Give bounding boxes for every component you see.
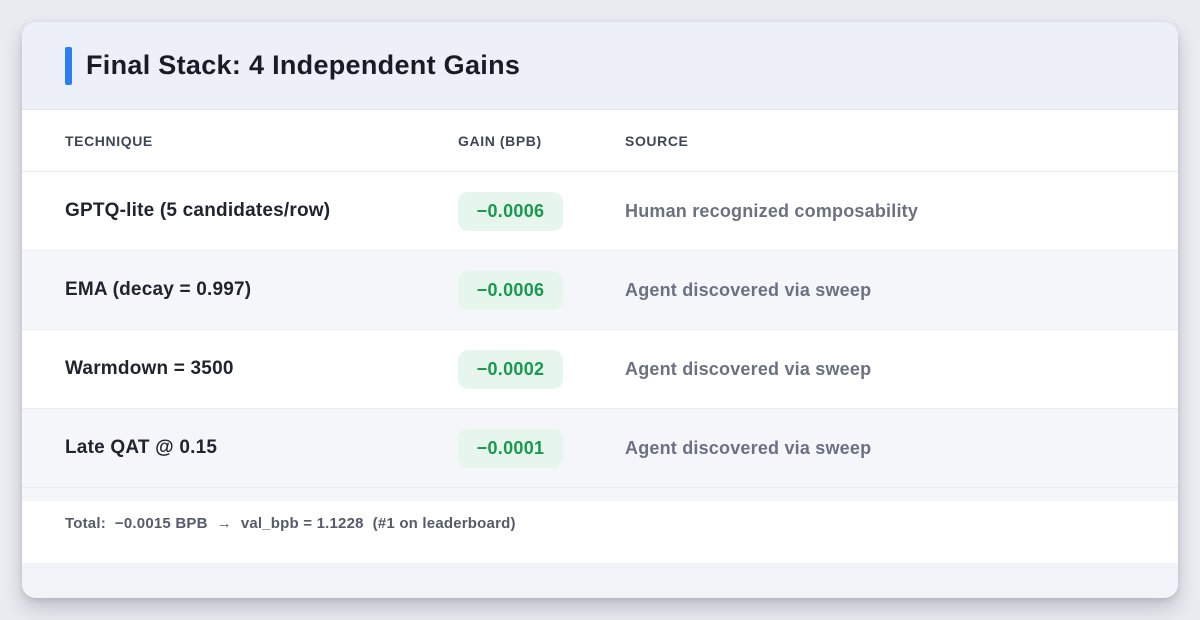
gain-cell: −0.0001: [458, 428, 625, 468]
gain-cell: −0.0006: [458, 270, 625, 310]
technique-cell: EMA (decay = 0.997): [65, 279, 252, 300]
gain-badge: −0.0002: [458, 349, 563, 389]
source-cell: Agent discovered via sweep: [625, 279, 872, 300]
card-footer-strip: [22, 563, 1178, 598]
source-cell: Human recognized composability: [625, 200, 919, 221]
source-cell: Agent discovered via sweep: [625, 358, 872, 379]
card-header: Final Stack: 4 Independent Gains: [22, 22, 1178, 110]
source-cell: Agent discovered via sweep: [625, 437, 872, 458]
table-row: Warmdown = 3500 −0.0002 Agent discovered…: [22, 330, 1178, 409]
column-header-technique: TECHNIQUE: [65, 132, 153, 149]
card-title: Final Stack: 4 Independent Gains: [86, 50, 521, 80]
technique-cell: Late QAT @ 0.15: [65, 437, 218, 458]
arrow-right-icon: →: [216, 515, 232, 532]
table-footer-spacer: [22, 488, 1178, 501]
gain-cell: −0.0002: [458, 349, 625, 389]
table-row: GPTQ-lite (5 candidates/row) −0.0006 Hum…: [22, 172, 1178, 251]
gain-badge: −0.0006: [458, 270, 563, 310]
total-label: Total:: [65, 515, 106, 532]
table-row: EMA (decay = 0.997) −0.0006 Agent discov…: [22, 251, 1178, 330]
val-bpb-result: val_bpb = 1.1228: [240, 515, 364, 532]
table-header-row: TECHNIQUE GAIN (BPB) SOURCE: [22, 110, 1178, 172]
column-header-source: SOURCE: [625, 132, 689, 149]
total-gain-value: −0.0015 BPB: [114, 515, 208, 532]
gain-badge: −0.0006: [458, 191, 563, 231]
table-row: Late QAT @ 0.15 −0.0001 Agent discovered…: [22, 409, 1178, 488]
leaderboard-note: (#1 on leaderboard): [372, 515, 516, 532]
results-card: Final Stack: 4 Independent Gains TECHNIQ…: [22, 22, 1178, 598]
technique-cell: Warmdown = 3500: [65, 358, 234, 379]
title-accent-bar: [65, 46, 72, 85]
technique-cell: GPTQ-lite (5 candidates/row): [65, 200, 331, 221]
gain-badge: −0.0001: [458, 428, 563, 468]
gain-cell: −0.0006: [458, 191, 625, 231]
column-header-gain: GAIN (BPB): [458, 132, 542, 149]
total-summary: Total: −0.0015 BPB → val_bpb = 1.1228 (#…: [22, 501, 1178, 532]
